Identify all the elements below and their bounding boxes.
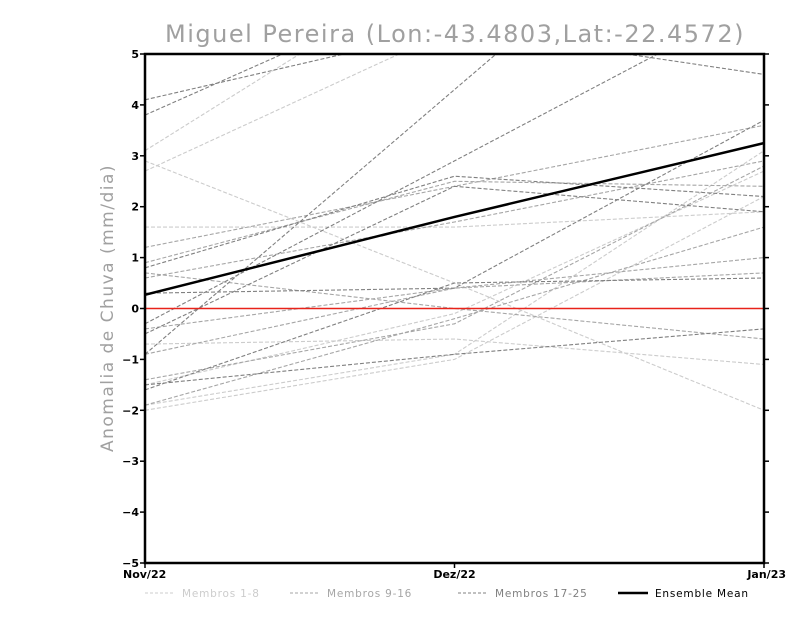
- y-tick-label: −3: [122, 455, 139, 468]
- member-series-line-14: [145, 226, 764, 406]
- y-tick-label: −1: [122, 353, 139, 366]
- legend-label: Membros 1-8: [182, 588, 260, 600]
- x-tick-label: Dez/22: [433, 568, 475, 581]
- member-series-line-24: [145, 277, 764, 391]
- y-tick-label: −4: [122, 506, 139, 519]
- member-series-line-4: [145, 211, 764, 228]
- member-series-line-8: [145, 170, 764, 386]
- member-series-line-20: [145, 175, 764, 269]
- member-series-line-15: [145, 272, 764, 355]
- legend-label: Ensemble Mean: [655, 588, 749, 600]
- series-layer: [145, 54, 764, 411]
- y-tick-label: −2: [122, 404, 139, 417]
- y-tick-label: 5: [131, 48, 139, 61]
- x-tick-label: Jan/23: [746, 568, 786, 581]
- member-series-line-25: [145, 119, 764, 294]
- y-axis: −5 −4 −3 −2 −1 0 1 2 3 4 5: [122, 48, 769, 570]
- x-tick-label: Nov/22: [123, 568, 166, 581]
- y-tick-label: 2: [131, 201, 139, 214]
- y-axis-label: Anomalia de Chuva (mm/dia): [98, 164, 118, 452]
- member-series-line-19: [145, 54, 497, 355]
- y-tick-label: 1: [131, 252, 139, 265]
- y-tick-label: 3: [131, 150, 139, 163]
- ensemble-mean-line: [145, 141, 764, 297]
- member-series-line-16: [145, 160, 764, 279]
- member-series-line-17: [145, 54, 284, 116]
- y-tick-label: −5: [122, 557, 139, 570]
- member-series-line-22: [145, 328, 764, 386]
- member-series-line-7: [145, 338, 764, 366]
- legend-label: Membros 17-25: [495, 588, 588, 600]
- y-tick-label: 0: [131, 303, 139, 316]
- member-series-line-3: [145, 160, 764, 411]
- member-series-line-5: [145, 150, 764, 406]
- member-series-line-21: [145, 54, 659, 325]
- member-series-line-6: [145, 196, 764, 411]
- y-tick-label: 4: [131, 99, 139, 112]
- legend: Membros 1-8 Membros 9-16 Membros 17-25 Ense…: [145, 588, 749, 600]
- member-series-line-23: [145, 185, 764, 335]
- member-series-line-10: [145, 180, 764, 264]
- member-series-line-13: [145, 165, 764, 381]
- legend-label: Membros 9-16: [327, 588, 412, 600]
- member-series-line-1: [145, 54, 301, 152]
- x-axis: Nov/22 Dez/22 Jan/23: [123, 563, 786, 581]
- member-series-line-18: [145, 54, 764, 101]
- chart-title: Miguel Pereira (Lon:-43.4803,Lat:-22.457…: [165, 20, 745, 48]
